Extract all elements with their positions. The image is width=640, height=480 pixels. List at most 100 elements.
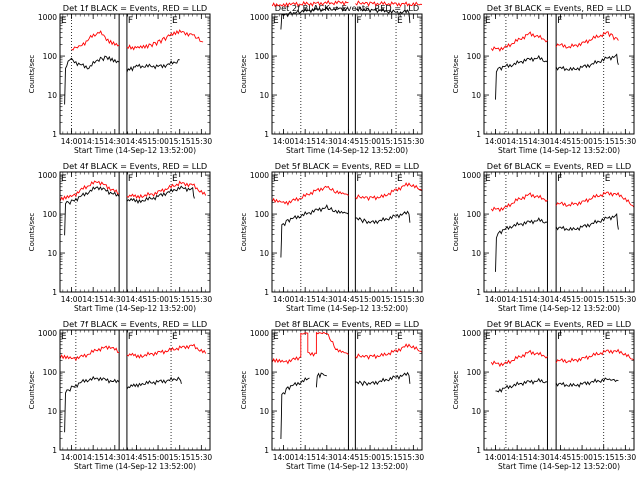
time-marker-label: F <box>128 174 133 184</box>
x-tick-label: 14:00 <box>61 295 83 304</box>
x-axis-label: Start Time (14-Sep-12 13:52:00) <box>498 146 620 155</box>
x-tick-label: 14:15 <box>294 137 316 146</box>
lld-series-line <box>555 191 635 208</box>
panel-title: Det 8f BLACK = Events, RED = LLD <box>275 319 419 329</box>
start-tag-label: E <box>273 332 279 342</box>
y-tick-label: 10 <box>259 407 269 416</box>
x-tick-label: 15:00 <box>147 137 169 146</box>
events-series-line <box>64 375 120 433</box>
time-marker-label: E <box>172 174 178 184</box>
x-tick-label: 14:45 <box>550 453 572 462</box>
time-marker-label: F <box>128 16 133 26</box>
x-tick-label: 15:30 <box>615 453 637 462</box>
x-tick-label: 15:30 <box>191 137 213 146</box>
x-tick-label: 15:00 <box>571 137 593 146</box>
panel-title: Det 9f BLACK = Events, RED = LLD <box>487 319 631 329</box>
events-series-line <box>280 377 310 440</box>
y-tick-label: 100 <box>43 52 58 61</box>
x-tick-label: 15:15 <box>381 137 403 146</box>
x-tick-label: 14:30 <box>104 453 126 462</box>
events-series-line <box>126 59 180 73</box>
events-series-line <box>126 185 195 204</box>
time-marker-label: E <box>397 332 403 342</box>
plot-frame <box>271 329 423 451</box>
plot-frame <box>59 13 211 135</box>
time-marker-label: E <box>397 174 403 184</box>
x-axis-label: Start Time (14-Sep-12 13:52:00) <box>286 304 408 313</box>
panel-title: Det 3f BLACK = Events, RED = LLD <box>487 3 631 13</box>
x-tick-label: 15:15 <box>593 137 615 146</box>
time-marker-label: E <box>605 332 611 342</box>
time-marker-label: E <box>397 16 403 26</box>
x-tick-label: 15:30 <box>403 453 425 462</box>
x-tick-label: 15:30 <box>403 137 425 146</box>
x-tick-label: 15:30 <box>615 295 637 304</box>
x-tick-label: 14:45 <box>126 453 148 462</box>
x-axis-label: Start Time (14-Sep-12 13:52:00) <box>498 304 620 313</box>
events-series-line <box>355 210 411 225</box>
lld-series-line <box>59 180 120 201</box>
lld-series-line <box>71 30 120 51</box>
x-tick-label: 14:45 <box>338 295 360 304</box>
events-series-line <box>555 213 619 232</box>
start-tag-label: E <box>273 174 279 184</box>
panel-title: Det 7f BLACK = Events, RED = LLD <box>63 319 207 329</box>
y-tick-label: 10 <box>259 91 269 100</box>
events-series-line <box>126 376 182 390</box>
y-axis-label: Counts/sec <box>240 213 248 252</box>
x-tick-label: 14:30 <box>104 295 126 304</box>
detector-panel-5: Det 5f BLACK = Events, RED = LLD 1 10 100 10… <box>240 161 424 313</box>
start-tag-label: E <box>61 16 67 26</box>
lld-series-line <box>490 31 548 52</box>
time-marker-label: F <box>356 174 361 184</box>
y-tick-label: 1 <box>52 288 57 297</box>
events-series-line <box>64 55 120 105</box>
time-marker-label: F <box>557 16 562 26</box>
x-tick-label: 15:15 <box>169 453 191 462</box>
events-series-line <box>64 186 120 236</box>
y-axis-label: Counts/sec <box>452 213 460 252</box>
x-tick-label: 14:00 <box>485 295 507 304</box>
x-tick-label: 14:45 <box>550 137 572 146</box>
y-tick-label: 100 <box>255 368 270 377</box>
lld-series-line <box>555 31 619 49</box>
lld-series-line <box>490 349 548 368</box>
y-tick-label: 1000 <box>38 171 57 180</box>
lld-series-line <box>355 343 423 360</box>
x-tick-label: 14:45 <box>550 295 572 304</box>
events-series-line <box>495 217 548 272</box>
start-tag-label: E <box>61 332 67 342</box>
panel-title: Det 4f BLACK = Events, RED = LLD <box>63 161 207 171</box>
events-series-line <box>495 377 548 393</box>
panel-title: Det 1f BLACK = Events, RED = LLD <box>63 3 207 13</box>
x-tick-label: 15:30 <box>403 295 425 304</box>
lld-series-line <box>126 180 207 200</box>
x-tick-label: 15:00 <box>147 453 169 462</box>
lld-series-line <box>126 29 204 51</box>
start-tag-label: E <box>61 174 67 184</box>
y-tick-label: 1 <box>264 446 269 455</box>
x-tick-label: 14:15 <box>82 453 104 462</box>
y-tick-label: 1000 <box>462 13 481 22</box>
start-tag-label: E <box>273 16 279 26</box>
x-axis-label: Start Time (14-Sep-12 13:52:00) <box>286 146 408 155</box>
y-tick-label: 1000 <box>250 171 269 180</box>
detector-panel-8: Det 8f BLACK = Events, RED = LLD 1 10 100 10… <box>240 319 424 471</box>
y-axis-label: Counts/sec <box>28 213 36 252</box>
x-tick-label: 14:30 <box>316 295 338 304</box>
y-tick-label: 100 <box>467 52 482 61</box>
y-tick-label: 1 <box>264 130 269 139</box>
x-tick-label: 14:30 <box>528 295 550 304</box>
x-tick-label: 14:30 <box>528 453 550 462</box>
detector-panel-9: Det 9f BLACK = Events, RED = LLD 1 10 100 10… <box>452 319 636 471</box>
y-tick-label: 100 <box>43 210 58 219</box>
start-tag-label: E <box>485 332 491 342</box>
x-tick-label: 14:15 <box>294 295 316 304</box>
x-tick-label: 14:45 <box>126 295 148 304</box>
detector-panel-2: Det 2f BLACK = Events, RED = LLD11010010… <box>240 0 425 155</box>
time-marker-label: E <box>172 332 178 342</box>
y-axis-label: Counts/sec <box>452 55 460 94</box>
x-tick-label: 14:15 <box>506 137 528 146</box>
y-tick-label: 10 <box>47 249 57 258</box>
x-tick-label: 14:00 <box>61 137 83 146</box>
